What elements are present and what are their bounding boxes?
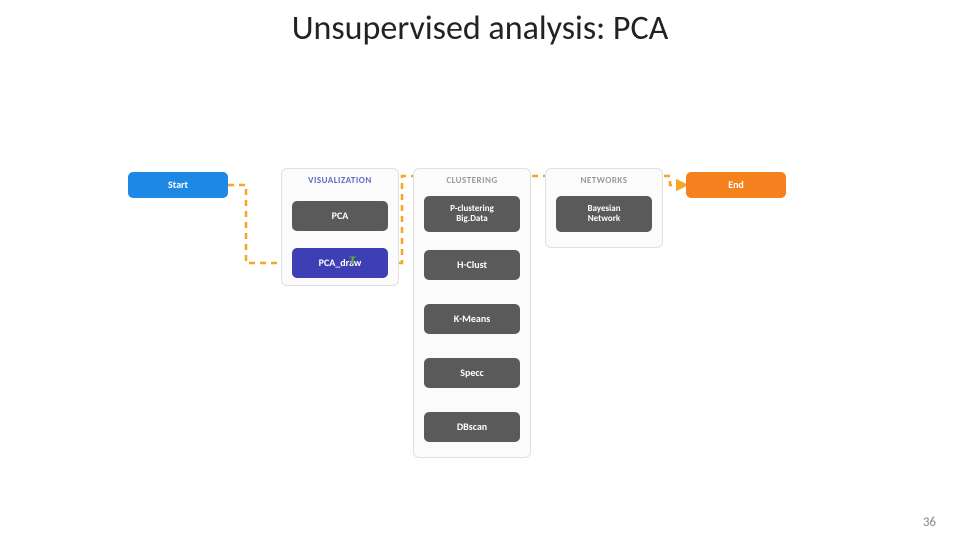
- node-end[interactable]: End: [686, 172, 786, 198]
- node-hclust[interactable]: H-Clust: [424, 250, 520, 280]
- node-dbscan[interactable]: DBscan: [424, 412, 520, 442]
- node-specc[interactable]: Specc: [424, 358, 520, 388]
- node-bayes[interactable]: BayesianNetwork: [556, 196, 652, 232]
- panel-header-net: NETWORKS: [546, 175, 662, 186]
- workflow-diagram: VISUALIZATION CLUSTERING NETWORKS Start PCA P…: [0, 0, 960, 540]
- panel-header-viz: VISUALIZATION: [282, 175, 398, 186]
- node-kmeans[interactable]: K-Means: [424, 304, 520, 334]
- tau-label: τ: [349, 251, 356, 269]
- node-pca[interactable]: PCA: [292, 201, 388, 231]
- node-start[interactable]: Start: [128, 172, 228, 198]
- panel-header-clus: CLUSTERING: [414, 175, 530, 186]
- node-pclust[interactable]: P-clusteringBig.Data: [424, 196, 520, 232]
- node-pcadraw[interactable]: PCA_draw: [292, 248, 388, 278]
